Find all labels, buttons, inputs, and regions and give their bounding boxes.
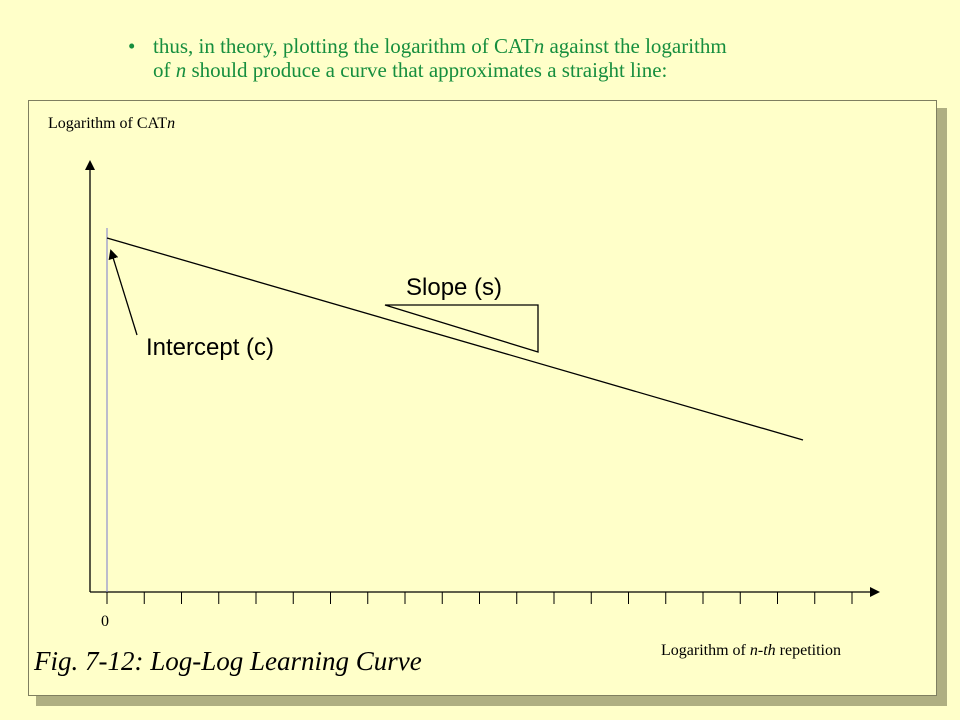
bullet-line-1: thus, in theory, plotting the logarithm … xyxy=(153,34,727,58)
bullet-marker: • xyxy=(128,34,136,58)
origin-label: 0 xyxy=(101,613,109,630)
slope-label: Slope (s) xyxy=(406,274,502,301)
x-axis-label: Logarithm of n-th repetition xyxy=(661,642,841,659)
slope-triangle xyxy=(384,304,539,353)
intercept-arrow xyxy=(108,249,138,336)
intercept-label: Intercept (c) xyxy=(146,334,274,361)
x-axis-ticks xyxy=(106,592,853,604)
learning-curve-line xyxy=(106,237,804,441)
figure-caption: Fig. 7-12: Log-Log Learning Curve xyxy=(33,646,422,676)
bullet-text: thus, in theory, plotting the logarithm … xyxy=(153,34,923,82)
bullet-line-2: of n should produce a curve that approxi… xyxy=(153,58,668,82)
y-axis-label: Logarithm of CATn xyxy=(48,115,175,132)
diagram-panel xyxy=(28,100,937,696)
